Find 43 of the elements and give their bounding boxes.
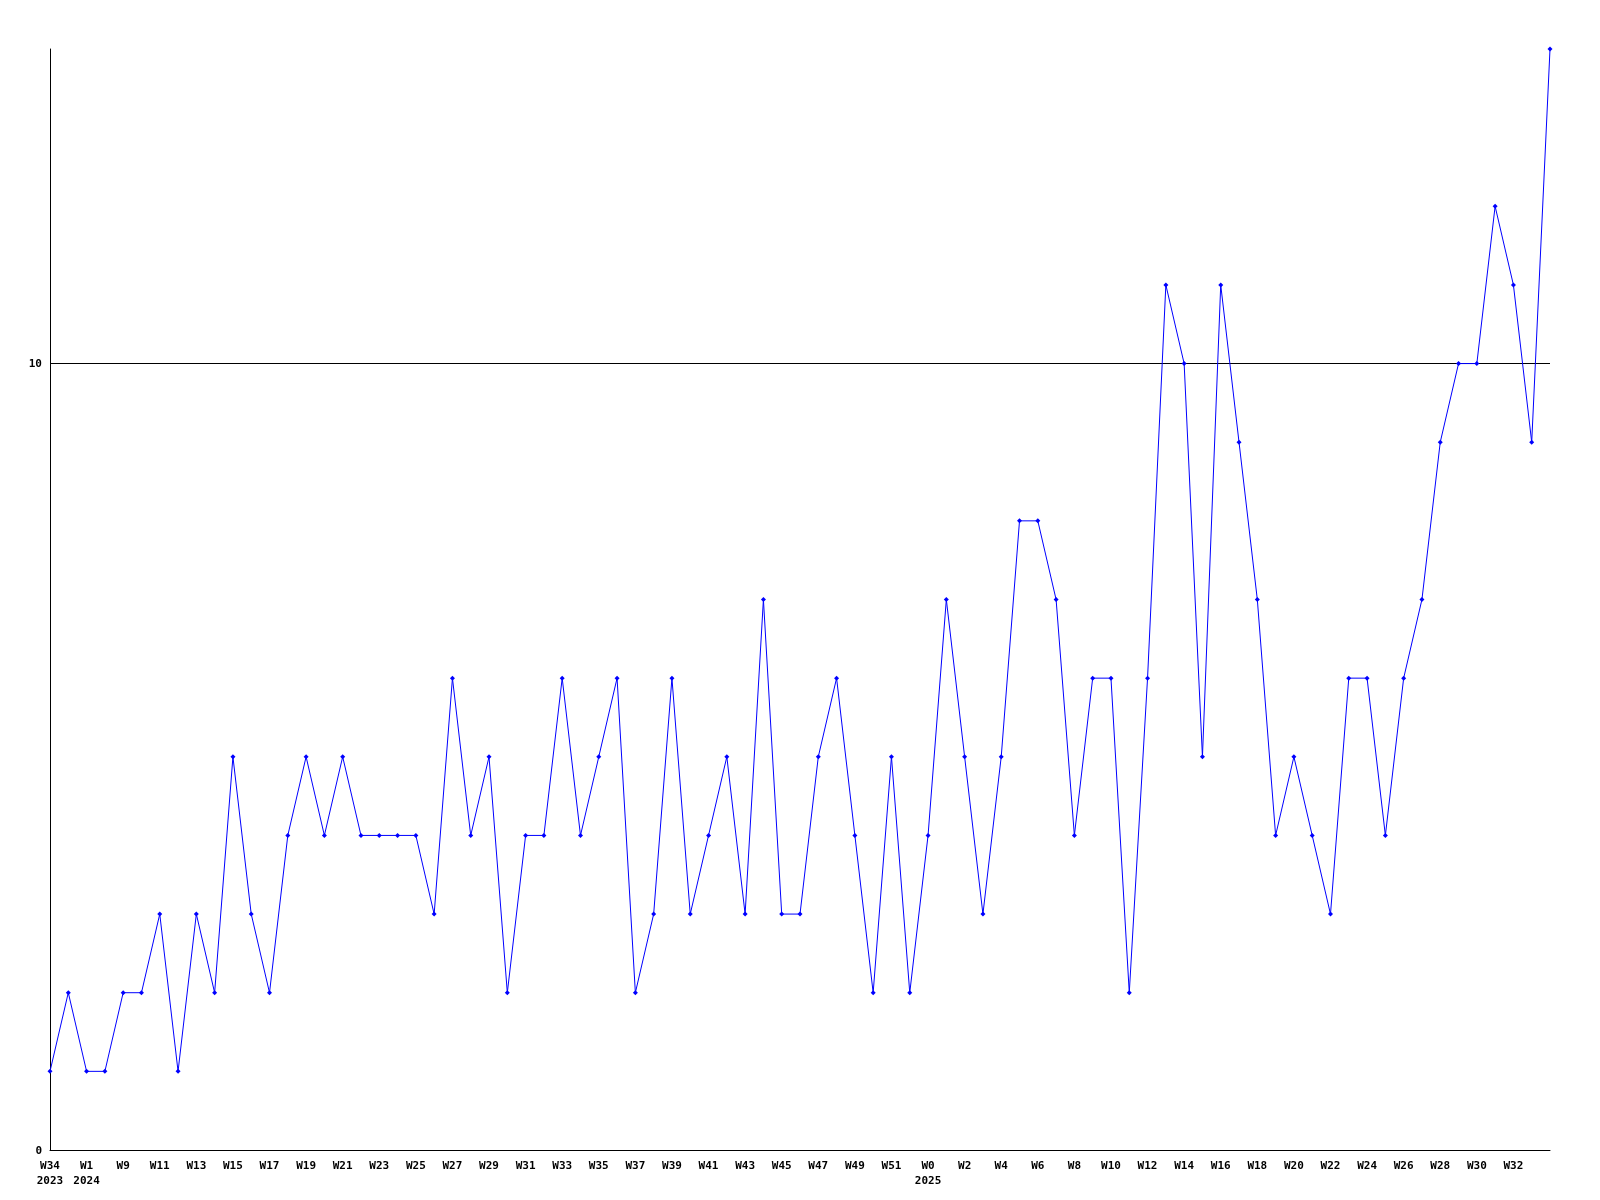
x-tick-label: W47 bbox=[808, 1159, 829, 1172]
x-tick-label: W25 bbox=[405, 1159, 426, 1172]
x-tick-label: W4 bbox=[994, 1159, 1009, 1172]
x-tick-label: W26 bbox=[1393, 1159, 1414, 1172]
x-tick-label: W24 bbox=[1357, 1159, 1378, 1172]
x-tick-label: W2 bbox=[958, 1159, 972, 1172]
x-tick-label: W30 bbox=[1466, 1159, 1487, 1172]
x-tick-label: W15 bbox=[222, 1159, 243, 1172]
x-tick-label: W35 bbox=[588, 1159, 609, 1172]
x-tick-label: W45 bbox=[771, 1159, 792, 1172]
x-tick-label: W17 bbox=[259, 1159, 280, 1172]
x-tick-label: W29 bbox=[479, 1159, 499, 1172]
x-tick-label: W27 bbox=[442, 1159, 463, 1172]
x-tick-label: W12 bbox=[1137, 1159, 1158, 1172]
x-tick-label: W28 bbox=[1430, 1159, 1451, 1172]
x-tick-label: W19 bbox=[296, 1159, 317, 1172]
x-tick-label: W37 bbox=[625, 1159, 646, 1172]
y-tick-label: 0 bbox=[35, 1143, 42, 1157]
x-tick-label: W43 bbox=[735, 1159, 756, 1172]
x-tick-label: W33 bbox=[552, 1159, 573, 1172]
x-tick-label: W20 bbox=[1283, 1159, 1304, 1172]
x-tick-label: W39 bbox=[662, 1159, 682, 1172]
x-tick-label: W11 bbox=[149, 1159, 171, 1172]
x-tick-label: W49 bbox=[844, 1159, 865, 1172]
x-tick-label: W21 bbox=[332, 1159, 353, 1172]
x-tick-label: W1 2024 bbox=[73, 1159, 101, 1187]
x-tick-label: W34 2023 bbox=[36, 1159, 64, 1187]
x-tick-label: W10 bbox=[1101, 1159, 1121, 1172]
x-tick-label: W51 bbox=[881, 1159, 902, 1172]
x-tick-label: W16 bbox=[1210, 1159, 1232, 1172]
x-tick-label: W41 bbox=[698, 1159, 719, 1172]
x-tick-label: W32 bbox=[1503, 1159, 1524, 1172]
x-tick-label: W31 bbox=[515, 1159, 536, 1172]
x-tick-label: W22 bbox=[1320, 1159, 1341, 1172]
x-tick-label: W14 bbox=[1174, 1159, 1195, 1172]
x-tick-label: W13 bbox=[186, 1159, 207, 1172]
x-tick-label: W18 bbox=[1247, 1159, 1268, 1172]
x-tick-label: W6 bbox=[1031, 1159, 1045, 1172]
x-tick-label: W0 2025 bbox=[914, 1159, 942, 1187]
y-tick-label: 10 bbox=[28, 357, 42, 371]
x-tick-label: W8 bbox=[1067, 1159, 1082, 1172]
x-tick-label: W9 bbox=[116, 1159, 130, 1172]
x-tick-label: W23 bbox=[369, 1159, 390, 1172]
